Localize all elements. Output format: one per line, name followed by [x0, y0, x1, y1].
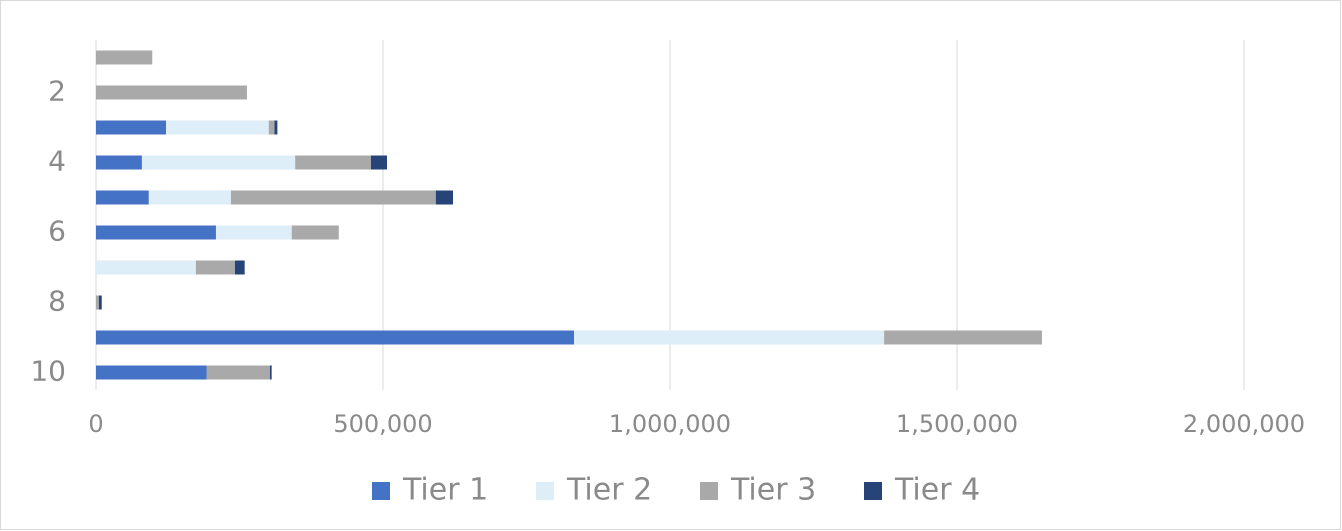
bar-segment	[574, 330, 885, 345]
legend-swatch	[536, 482, 554, 500]
bar-segment	[269, 365, 272, 380]
bar-segment	[215, 225, 292, 240]
bar-segment	[268, 120, 275, 135]
x-tick-label: 1,500,000	[896, 410, 1018, 438]
x-tick-label: 1,000,000	[609, 410, 731, 438]
bar-segment	[274, 120, 278, 135]
x-tick-label: 500,000	[333, 410, 432, 438]
legend-label: Tier 3	[730, 473, 816, 508]
bar-segment	[370, 155, 388, 170]
bar-segment	[96, 120, 167, 135]
bar-segment	[96, 50, 153, 65]
bar-segment	[96, 225, 216, 240]
bar-segment	[884, 330, 1042, 345]
legend-swatch	[864, 482, 882, 500]
bar-segment	[295, 155, 371, 170]
x-tick-label: 0	[88, 410, 103, 438]
legend-swatch	[700, 482, 718, 500]
bar-segment	[96, 155, 142, 170]
legend-label: Tier 4	[894, 473, 980, 508]
y-tick-label: 8	[48, 285, 66, 318]
bar-segment	[96, 295, 99, 310]
bar-segment	[230, 190, 436, 205]
bar-segment	[96, 190, 149, 205]
bar-segment	[148, 190, 231, 205]
y-tick-label: 10	[30, 355, 66, 388]
bar-segment	[96, 365, 207, 380]
bar-segment	[96, 85, 247, 100]
legend-label: Tier 2	[566, 473, 652, 508]
y-tick-label: 6	[48, 215, 66, 248]
legend-swatch	[372, 482, 390, 500]
bar-segment	[96, 330, 575, 345]
y-tick-label: 4	[48, 145, 66, 178]
legend-label: Tier 1	[402, 473, 488, 508]
x-tick-label: 2,000,000	[1183, 410, 1305, 438]
bar-segment	[206, 365, 270, 380]
bar-segment	[98, 295, 102, 310]
bar-segment	[96, 260, 196, 275]
bar-segment	[195, 260, 235, 275]
bar-segment	[435, 190, 454, 205]
bar-segment	[234, 260, 245, 275]
bar-segment	[166, 120, 269, 135]
y-tick-label: 2	[48, 75, 66, 108]
bar-segment	[291, 225, 339, 240]
bar-segment	[141, 155, 296, 170]
